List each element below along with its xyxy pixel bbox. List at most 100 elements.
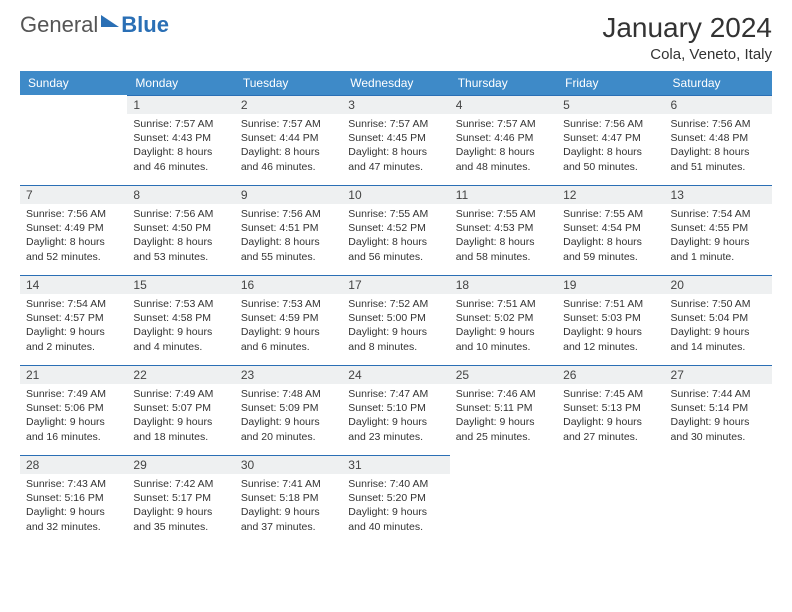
day-details: Sunrise: 7:49 AMSunset: 5:07 PMDaylight:… [127,384,234,450]
sunrise-text: Sunrise: 7:54 AM [26,297,121,311]
month-title: January 2024 [602,12,772,44]
sunset-text: Sunset: 4:49 PM [26,221,121,235]
daylight-line1: Daylight: 8 hours [348,145,443,159]
daylight-line1: Daylight: 8 hours [133,145,228,159]
day-details: Sunrise: 7:57 AMSunset: 4:46 PMDaylight:… [450,114,557,180]
calendar-week-row: 14Sunrise: 7:54 AMSunset: 4:57 PMDayligh… [20,275,772,365]
brand-triangle-icon [101,15,119,27]
calendar-cell: 27Sunrise: 7:44 AMSunset: 5:14 PMDayligh… [665,365,772,455]
daylight-line2: and 12 minutes. [563,340,658,354]
sunrise-text: Sunrise: 7:45 AM [563,387,658,401]
sunrise-text: Sunrise: 7:53 AM [133,297,228,311]
daylight-line1: Daylight: 9 hours [671,415,766,429]
sunrise-text: Sunrise: 7:51 AM [456,297,551,311]
sunset-text: Sunset: 5:00 PM [348,311,443,325]
sunset-text: Sunset: 5:09 PM [241,401,336,415]
day-number: 8 [127,185,234,204]
daylight-line1: Daylight: 9 hours [563,325,658,339]
day-number: 23 [235,365,342,384]
sunrise-text: Sunrise: 7:53 AM [241,297,336,311]
sunrise-text: Sunrise: 7:55 AM [456,207,551,221]
day-number: 4 [450,95,557,114]
sunset-text: Sunset: 4:54 PM [563,221,658,235]
calendar-week-row: 28Sunrise: 7:43 AMSunset: 5:16 PMDayligh… [20,455,772,545]
weekday-header: Saturday [665,71,772,95]
daylight-line2: and 32 minutes. [26,520,121,534]
sunset-text: Sunset: 5:06 PM [26,401,121,415]
day-number: 7 [20,185,127,204]
day-number: 10 [342,185,449,204]
sunset-text: Sunset: 5:07 PM [133,401,228,415]
daylight-line2: and 40 minutes. [348,520,443,534]
calendar-cell: 4Sunrise: 7:57 AMSunset: 4:46 PMDaylight… [450,95,557,185]
day-number: 21 [20,365,127,384]
daylight-line1: Daylight: 9 hours [671,235,766,249]
calendar-cell: 13Sunrise: 7:54 AMSunset: 4:55 PMDayligh… [665,185,772,275]
daylight-line2: and 56 minutes. [348,250,443,264]
weekday-header: Monday [127,71,234,95]
sunset-text: Sunset: 4:57 PM [26,311,121,325]
calendar-cell: 9Sunrise: 7:56 AMSunset: 4:51 PMDaylight… [235,185,342,275]
sunset-text: Sunset: 4:47 PM [563,131,658,145]
sunrise-text: Sunrise: 7:40 AM [348,477,443,491]
sunrise-text: Sunrise: 7:47 AM [348,387,443,401]
daylight-line1: Daylight: 8 hours [671,145,766,159]
day-number: 2 [235,95,342,114]
day-details: Sunrise: 7:56 AMSunset: 4:51 PMDaylight:… [235,204,342,270]
daylight-line2: and 46 minutes. [241,160,336,174]
sunrise-text: Sunrise: 7:55 AM [348,207,443,221]
day-number: 28 [20,455,127,474]
calendar-body: 1Sunrise: 7:57 AMSunset: 4:43 PMDaylight… [20,95,772,545]
calendar-cell [557,455,664,545]
daylight-line2: and 51 minutes. [671,160,766,174]
sunset-text: Sunset: 4:48 PM [671,131,766,145]
day-details: Sunrise: 7:56 AMSunset: 4:49 PMDaylight:… [20,204,127,270]
sunset-text: Sunset: 4:43 PM [133,131,228,145]
calendar-week-row: 1Sunrise: 7:57 AMSunset: 4:43 PMDaylight… [20,95,772,185]
sunset-text: Sunset: 4:51 PM [241,221,336,235]
weekday-header: Wednesday [342,71,449,95]
day-details: Sunrise: 7:54 AMSunset: 4:57 PMDaylight:… [20,294,127,360]
day-number: 13 [665,185,772,204]
day-details: Sunrise: 7:50 AMSunset: 5:04 PMDaylight:… [665,294,772,360]
daylight-line1: Daylight: 9 hours [26,325,121,339]
daylight-line1: Daylight: 9 hours [348,415,443,429]
daylight-line2: and 2 minutes. [26,340,121,354]
sunrise-text: Sunrise: 7:56 AM [241,207,336,221]
sunrise-text: Sunrise: 7:57 AM [133,117,228,131]
daylight-line1: Daylight: 9 hours [26,505,121,519]
brand-part1: General [20,12,98,38]
sunrise-text: Sunrise: 7:42 AM [133,477,228,491]
calendar-cell: 26Sunrise: 7:45 AMSunset: 5:13 PMDayligh… [557,365,664,455]
day-details: Sunrise: 7:51 AMSunset: 5:02 PMDaylight:… [450,294,557,360]
day-details: Sunrise: 7:51 AMSunset: 5:03 PMDaylight:… [557,294,664,360]
sunrise-text: Sunrise: 7:56 AM [563,117,658,131]
calendar-cell: 24Sunrise: 7:47 AMSunset: 5:10 PMDayligh… [342,365,449,455]
day-number: 17 [342,275,449,294]
calendar-cell: 10Sunrise: 7:55 AMSunset: 4:52 PMDayligh… [342,185,449,275]
daylight-line2: and 16 minutes. [26,430,121,444]
daylight-line2: and 1 minute. [671,250,766,264]
day-details: Sunrise: 7:46 AMSunset: 5:11 PMDaylight:… [450,384,557,450]
calendar-cell: 7Sunrise: 7:56 AMSunset: 4:49 PMDaylight… [20,185,127,275]
calendar-cell: 28Sunrise: 7:43 AMSunset: 5:16 PMDayligh… [20,455,127,545]
daylight-line2: and 53 minutes. [133,250,228,264]
day-number: 12 [557,185,664,204]
daylight-line1: Daylight: 9 hours [133,415,228,429]
daylight-line1: Daylight: 9 hours [241,505,336,519]
sunrise-text: Sunrise: 7:41 AM [241,477,336,491]
day-details: Sunrise: 7:57 AMSunset: 4:43 PMDaylight:… [127,114,234,180]
daylight-line2: and 58 minutes. [456,250,551,264]
sunset-text: Sunset: 5:02 PM [456,311,551,325]
sunrise-text: Sunrise: 7:46 AM [456,387,551,401]
brand-logo: General Blue [20,12,169,38]
day-number: 20 [665,275,772,294]
day-details: Sunrise: 7:56 AMSunset: 4:48 PMDaylight:… [665,114,772,180]
sunset-text: Sunset: 4:50 PM [133,221,228,235]
daylight-line1: Daylight: 9 hours [26,415,121,429]
day-details: Sunrise: 7:48 AMSunset: 5:09 PMDaylight:… [235,384,342,450]
day-number: 19 [557,275,664,294]
sunset-text: Sunset: 5:16 PM [26,491,121,505]
daylight-line2: and 27 minutes. [563,430,658,444]
daylight-line2: and 4 minutes. [133,340,228,354]
